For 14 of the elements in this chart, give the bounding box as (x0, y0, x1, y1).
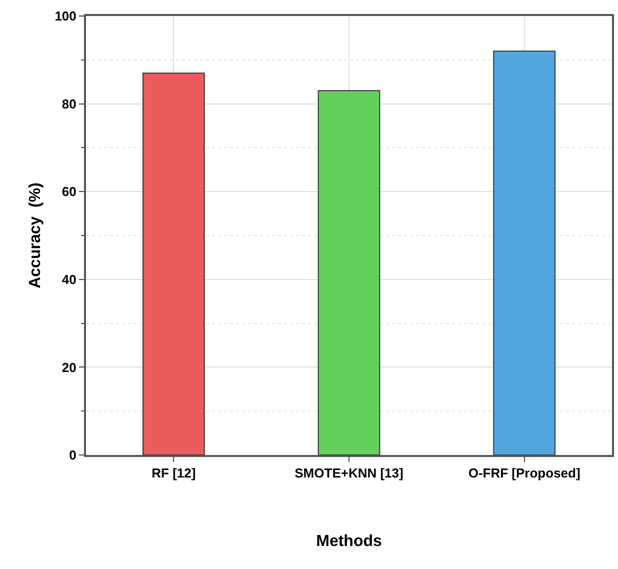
x-tick-label: SMOTE+KNN [13] (294, 466, 404, 481)
bar (142, 72, 205, 455)
y-tick-label: 60 (62, 184, 76, 200)
x-tick-label: O-FRF [Proposed] (468, 466, 580, 481)
y-axis-title: Accuracy (%) (27, 182, 44, 288)
y-tick-label: 80 (62, 96, 76, 112)
y-tick-label: 100 (54, 8, 76, 24)
y-tick-label: 0 (69, 448, 76, 463)
y-tick-label: 40 (62, 272, 76, 287)
bar (493, 50, 556, 455)
x-tick-label: RF [12] (152, 466, 196, 481)
y-tick-label: 20 (62, 360, 76, 375)
x-axis-title: Methods (316, 532, 382, 550)
bar (318, 90, 380, 455)
